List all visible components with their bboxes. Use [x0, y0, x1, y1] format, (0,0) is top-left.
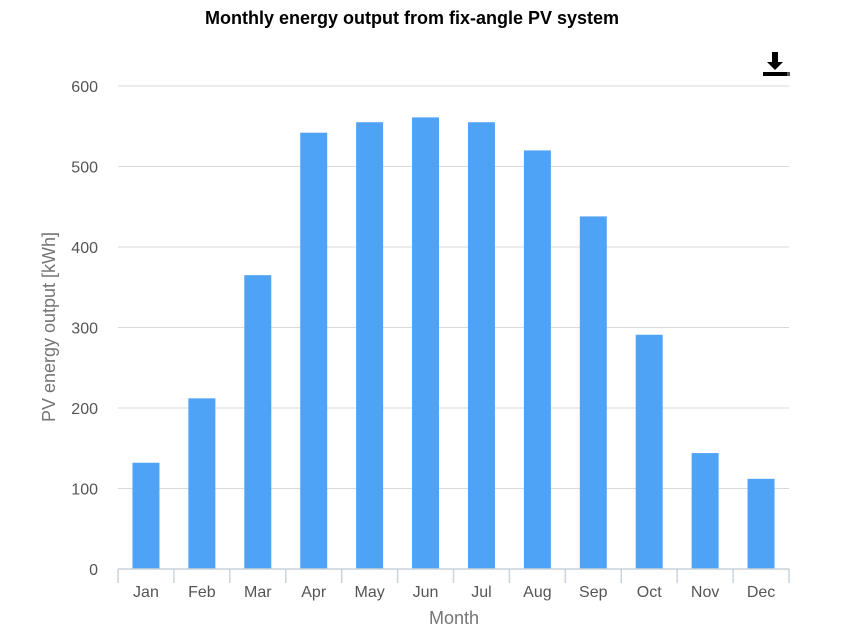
bar-aug: [523, 150, 551, 569]
bar-jan: [132, 462, 160, 569]
x-tick-label: Oct: [637, 584, 662, 601]
axes: [117, 568, 790, 583]
gridlines: [118, 85, 789, 489]
x-tick-label: Nov: [691, 584, 719, 601]
x-tick-label: Sep: [579, 584, 608, 601]
bar-may: [356, 122, 384, 569]
bar-jun: [412, 117, 440, 570]
x-tick-label: Feb: [188, 584, 216, 601]
x-tick-label: Dec: [747, 584, 775, 601]
bar-apr: [300, 132, 328, 569]
bars: [132, 117, 775, 570]
bar-oct: [635, 334, 663, 569]
bar-mar: [244, 275, 272, 569]
x-tick-label: Jul: [471, 584, 491, 601]
bar-feb: [188, 398, 216, 569]
x-tick-label: Jun: [413, 584, 439, 601]
x-tick-label: Aug: [523, 584, 551, 601]
download-icon-graphic: [763, 52, 790, 76]
y-tick-label: 400: [71, 240, 98, 257]
x-axis-title: Month: [429, 608, 479, 628]
x-tick-label: Mar: [244, 584, 272, 601]
bar-jul: [467, 122, 495, 569]
y-tick-label: 600: [71, 79, 98, 96]
y-axis-title: PV energy output [kWh]: [39, 232, 59, 422]
chart-title: Monthly energy output from fix-angle PV …: [204, 8, 620, 28]
x-tick-label: Apr: [301, 584, 327, 601]
y-tick-label: 0: [89, 562, 98, 579]
y-tick-label: 500: [71, 160, 98, 177]
x-tick-label: Jan: [133, 584, 159, 601]
bar-sep: [579, 216, 607, 569]
y-tick-label: 200: [71, 401, 98, 418]
bar-dec: [747, 478, 775, 569]
bar-nov: [691, 453, 719, 569]
y-tick-label: 300: [71, 321, 98, 338]
download-icon[interactable]: [760, 50, 792, 80]
tick-labels: 0 100 200 300 400 500 600 Jan Feb Mar Apr May Jun Jul…: [71, 79, 775, 601]
y-tick-label: 100: [71, 482, 98, 499]
x-tick-label: May: [355, 584, 385, 601]
